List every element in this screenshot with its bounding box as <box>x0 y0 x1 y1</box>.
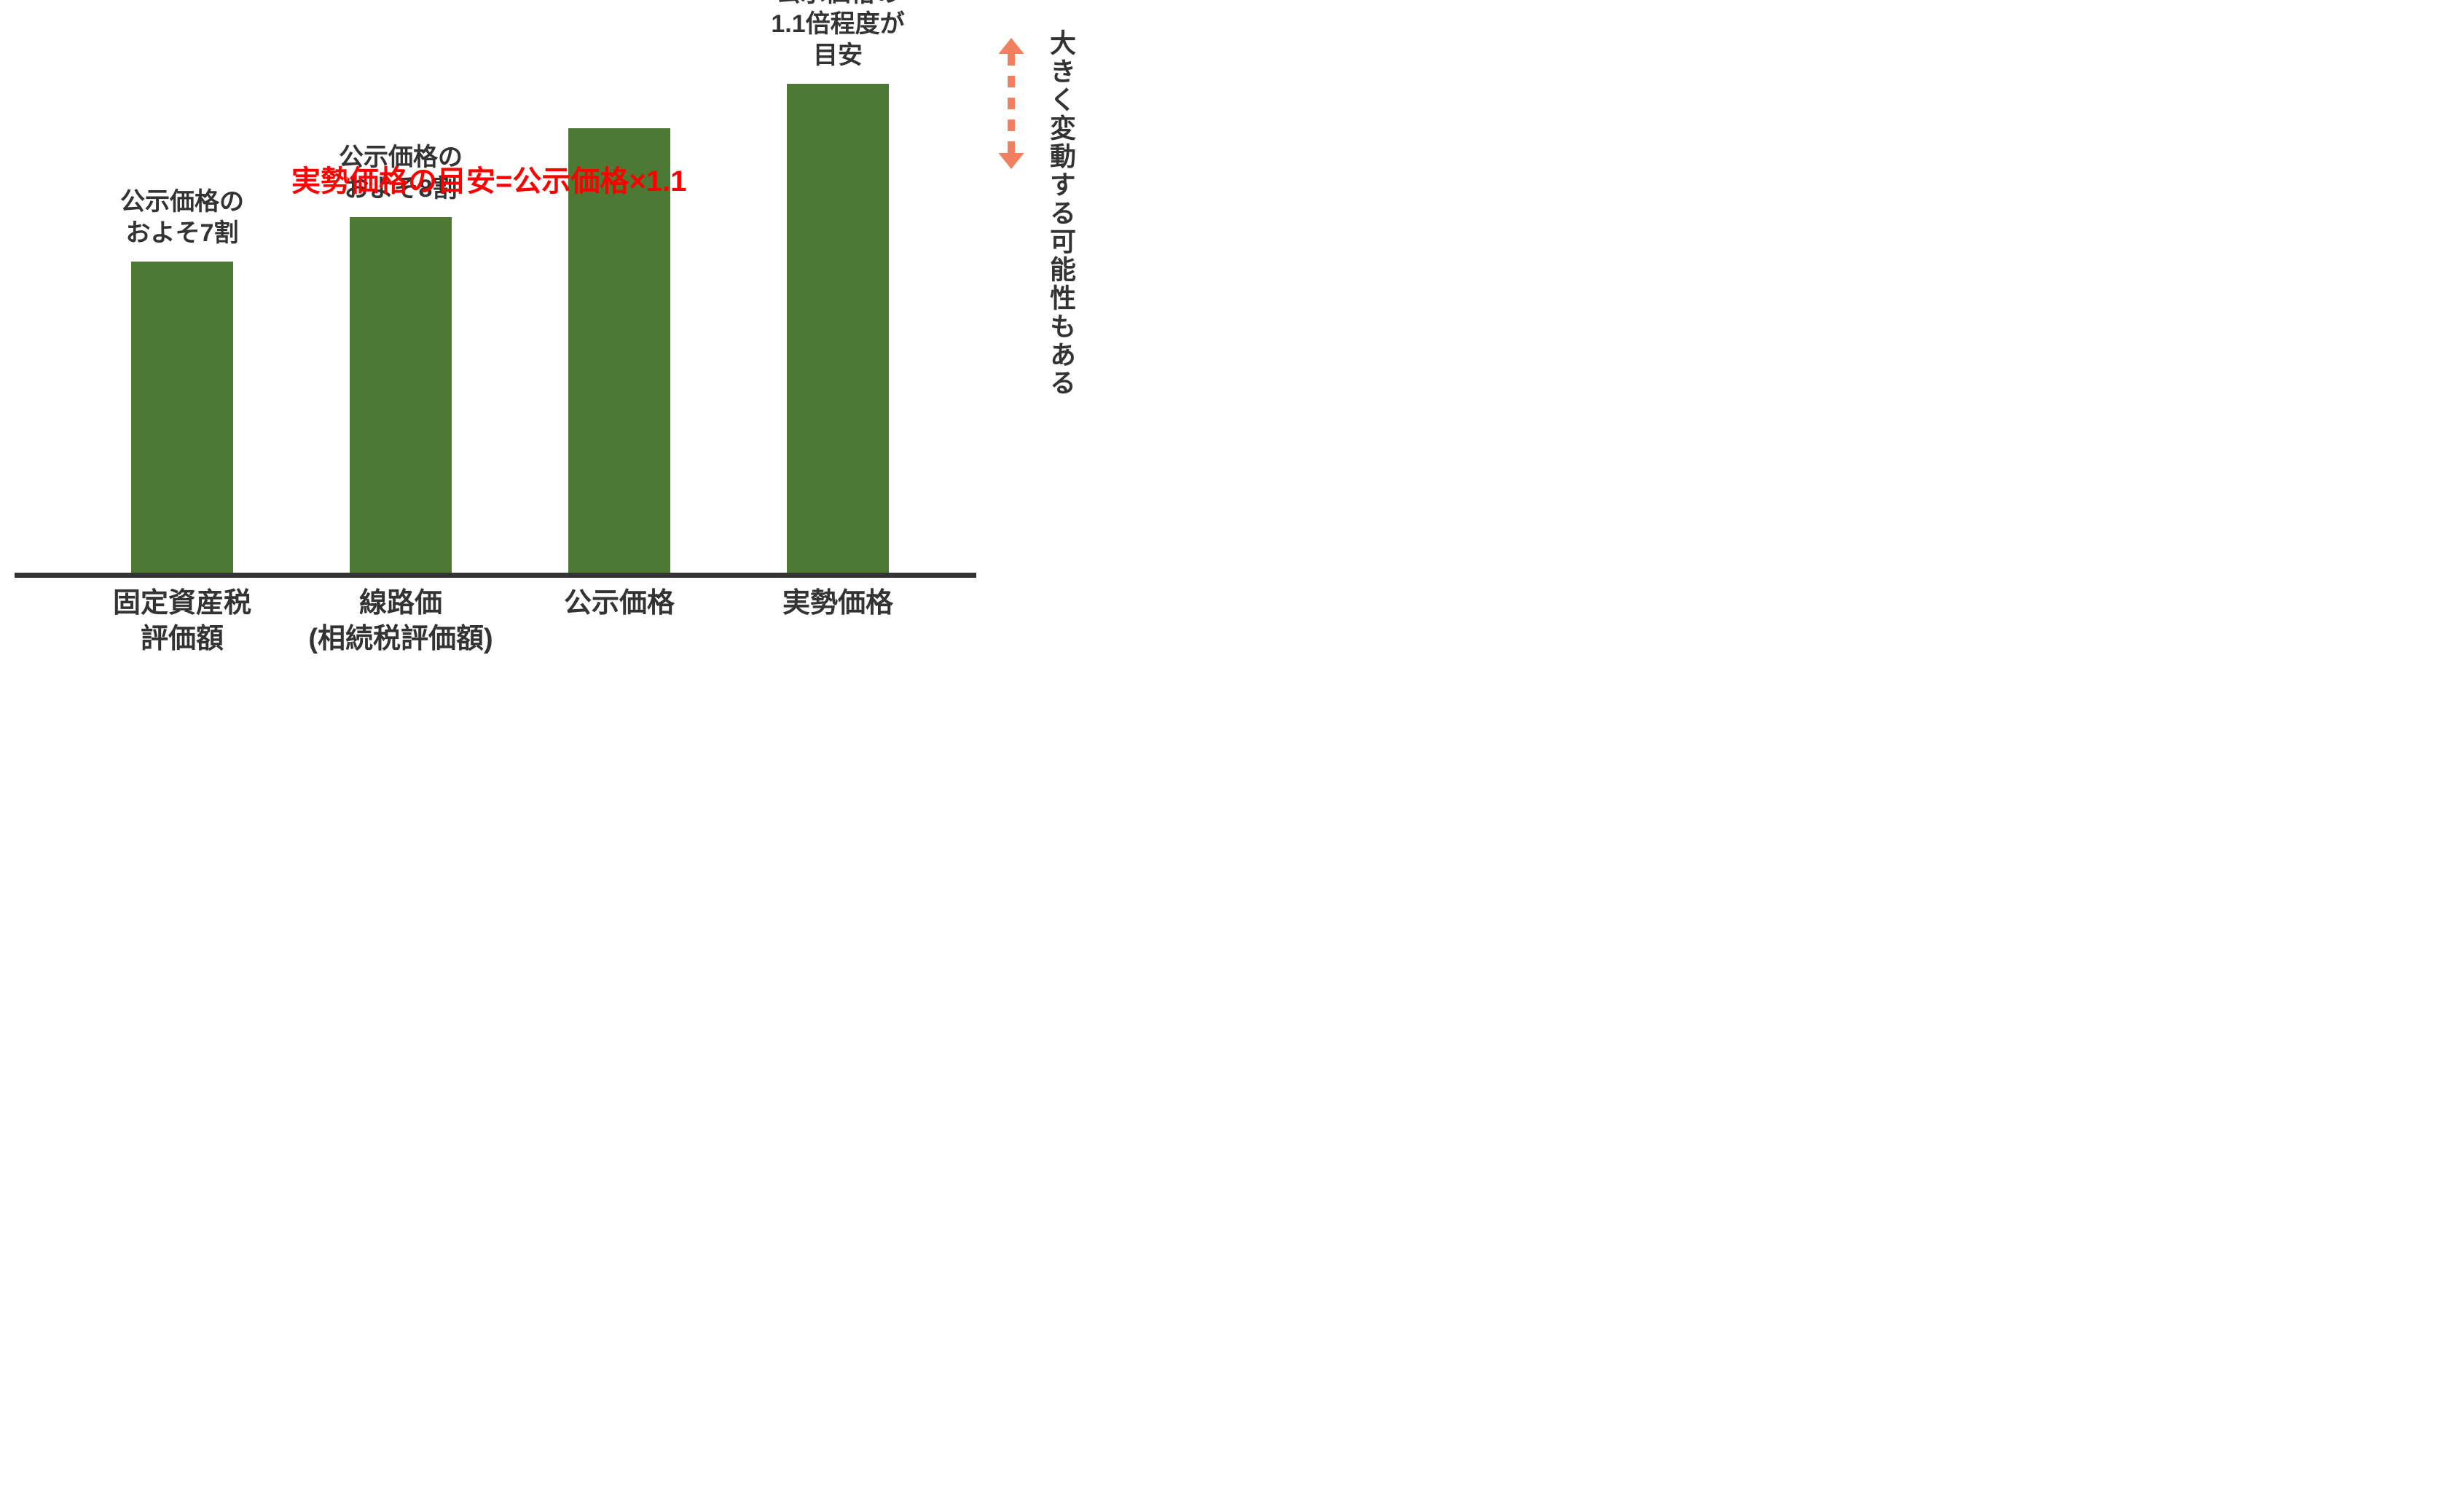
bar-group-3: 公示価格の 1.1倍程度が 目安 <box>787 84 889 573</box>
x-label-2: 公示価格 <box>495 586 743 621</box>
plot-area: 公示価格の およそ7割 公示価格の およそ8割 公示価格の 1.1倍程度が 目安 <box>22 22 969 573</box>
bar-group-0: 公示価格の およそ7割 <box>131 262 233 573</box>
variation-arrow <box>995 38 1027 169</box>
bar-3 <box>787 84 889 573</box>
x-label-0: 固定資産税 評価額 <box>58 586 306 658</box>
x-axis-baseline <box>15 573 976 578</box>
side-note-vertical: 大きく変動する可能性もある <box>1042 29 1080 437</box>
bar-top-label-3: 公示価格の 1.1倍程度が 目安 <box>705 0 970 71</box>
x-label-3: 実勢価格 <box>714 586 962 621</box>
formula-callout: 実勢価格の目安=公示価格×1.1 <box>291 157 686 200</box>
bar-0 <box>131 262 233 573</box>
chart-root: 公示価格の およそ7割 公示価格の およそ8割 公示価格の 1.1倍程度が 目安固定… <box>0 0 1093 668</box>
x-label-1: 線路価 (相続税評価額) <box>277 586 525 658</box>
bar-group-1: 公示価格の およそ8割 <box>350 217 452 573</box>
bar-1 <box>350 217 452 573</box>
